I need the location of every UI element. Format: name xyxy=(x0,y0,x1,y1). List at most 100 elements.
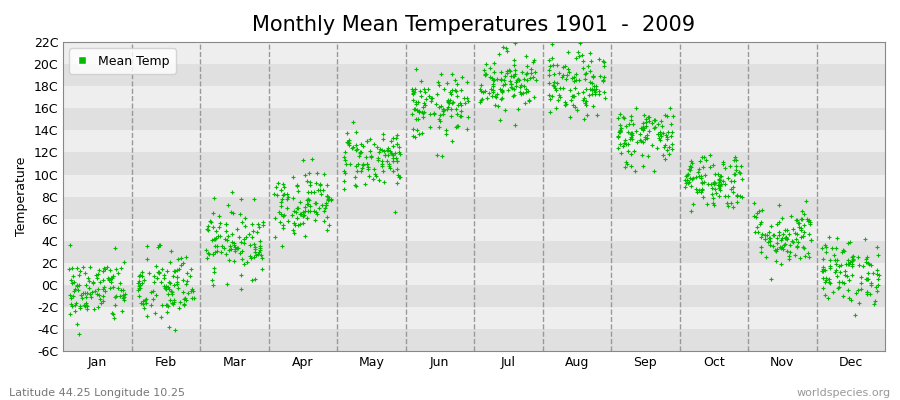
Point xyxy=(724,178,738,184)
Point xyxy=(83,264,97,270)
Point xyxy=(428,101,443,107)
Point xyxy=(620,161,634,168)
Point xyxy=(161,279,176,285)
Point xyxy=(93,278,107,285)
Point xyxy=(491,103,506,109)
Point xyxy=(417,108,431,115)
Point xyxy=(484,74,499,81)
Point xyxy=(137,277,151,284)
Point xyxy=(170,273,184,280)
Point xyxy=(772,218,787,225)
Point xyxy=(508,86,522,93)
Point xyxy=(860,258,874,265)
Point xyxy=(509,78,524,85)
Point xyxy=(354,140,368,147)
Point xyxy=(345,145,359,152)
Point xyxy=(409,65,423,72)
Point xyxy=(852,299,867,306)
Point xyxy=(614,150,628,156)
Point xyxy=(417,100,431,106)
Point xyxy=(417,86,431,92)
Point xyxy=(747,213,761,219)
Point xyxy=(308,200,322,206)
Point xyxy=(779,234,794,241)
Point xyxy=(448,88,463,94)
Point xyxy=(171,256,185,262)
Point xyxy=(303,203,318,210)
Point xyxy=(767,232,781,238)
Point xyxy=(159,268,174,274)
Point xyxy=(274,199,288,205)
Point xyxy=(518,71,533,78)
Point xyxy=(508,92,522,98)
Point xyxy=(317,171,331,177)
Point xyxy=(496,82,510,88)
Point xyxy=(613,128,627,134)
Point xyxy=(68,300,83,306)
Point xyxy=(846,256,860,262)
Point xyxy=(406,90,420,96)
Point xyxy=(213,233,228,239)
Point xyxy=(647,125,662,132)
Point xyxy=(544,92,559,99)
Point xyxy=(338,170,352,176)
Point xyxy=(166,300,180,307)
Point xyxy=(63,300,77,307)
Point xyxy=(723,162,737,169)
Point xyxy=(446,99,460,106)
Point xyxy=(763,238,778,244)
Point xyxy=(625,130,639,136)
Point xyxy=(495,87,509,93)
Point xyxy=(679,180,693,186)
Point xyxy=(837,248,851,254)
Point xyxy=(73,305,87,311)
Point xyxy=(819,249,833,255)
Point xyxy=(553,84,567,91)
Point xyxy=(752,220,767,227)
Point xyxy=(146,288,160,295)
Point xyxy=(754,234,769,240)
Point xyxy=(250,229,265,235)
Point xyxy=(341,137,356,143)
Point xyxy=(819,244,833,250)
Point xyxy=(108,302,122,308)
Point xyxy=(219,228,233,235)
Point xyxy=(453,113,467,119)
Point xyxy=(542,72,556,78)
Point xyxy=(166,273,180,279)
Point xyxy=(714,182,728,188)
Point xyxy=(301,196,315,202)
Point xyxy=(362,172,376,179)
Point xyxy=(638,136,652,142)
Point xyxy=(245,220,259,227)
Point xyxy=(870,270,885,277)
Point xyxy=(308,217,322,223)
Point xyxy=(140,296,154,302)
Point xyxy=(104,267,118,274)
Bar xyxy=(63,108,885,130)
Point xyxy=(871,252,886,258)
Point xyxy=(613,110,627,117)
Point xyxy=(267,191,282,198)
Point xyxy=(312,181,327,187)
Point xyxy=(639,122,653,129)
Point xyxy=(296,156,310,163)
Point xyxy=(688,174,703,180)
Bar xyxy=(63,263,885,285)
Point xyxy=(558,63,572,70)
Point xyxy=(652,130,667,137)
Point xyxy=(596,76,610,83)
Point xyxy=(527,69,542,75)
Point xyxy=(431,79,446,86)
Point xyxy=(734,170,748,176)
Point xyxy=(77,270,92,276)
Point xyxy=(660,136,674,142)
Point xyxy=(498,80,512,87)
Point xyxy=(612,127,626,134)
Point xyxy=(491,76,505,82)
Point xyxy=(488,93,502,99)
Point xyxy=(499,45,513,51)
Point xyxy=(832,284,847,291)
Point xyxy=(208,236,222,242)
Point xyxy=(618,122,633,129)
